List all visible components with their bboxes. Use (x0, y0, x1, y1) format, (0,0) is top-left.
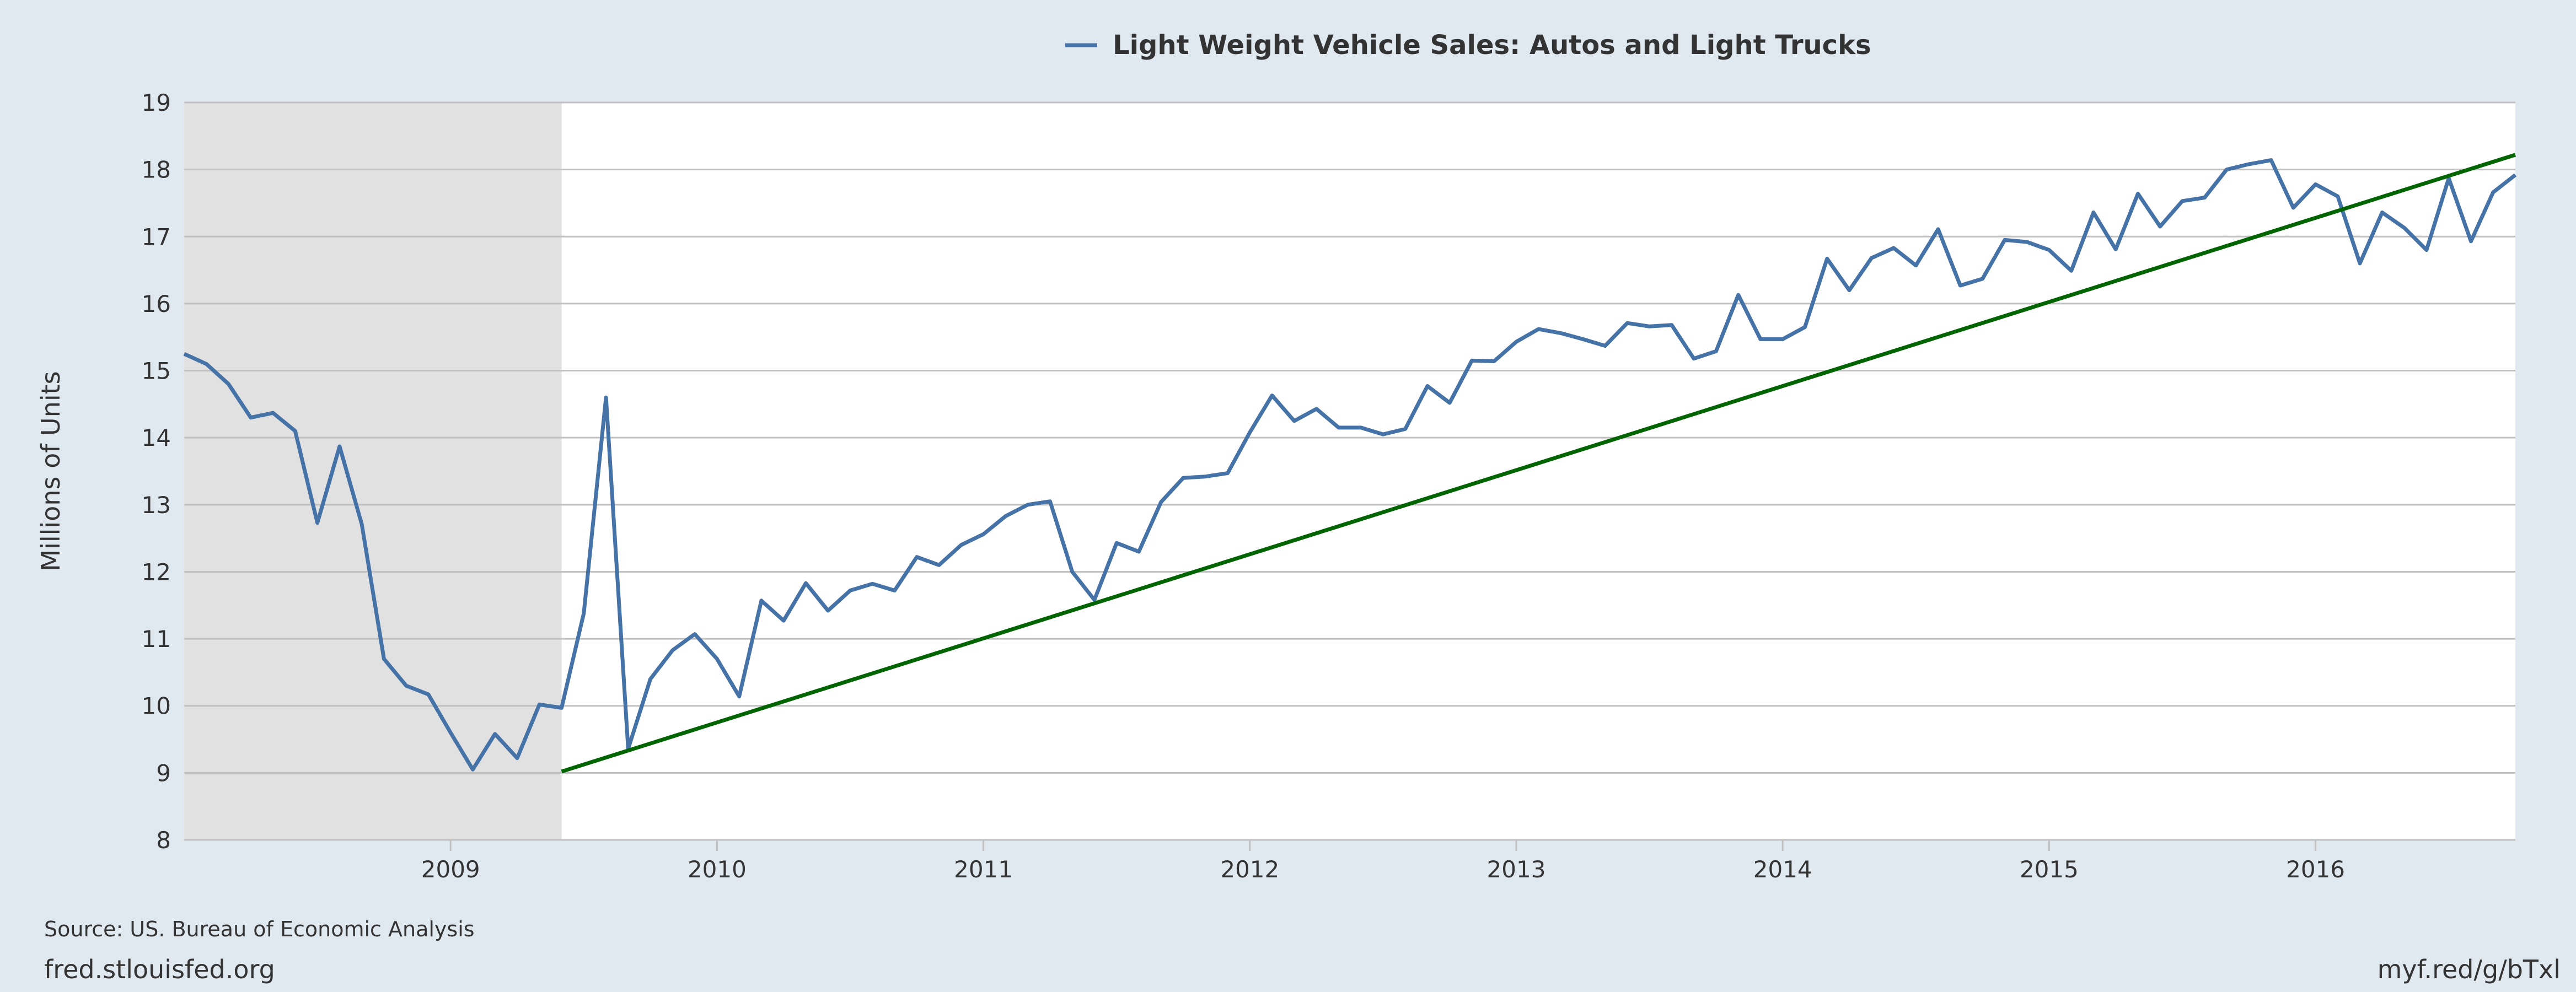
source-note: Source: US. Bureau of Economic Analysis (44, 917, 475, 941)
short-link[interactable]: myf.red/g/bTxl (2378, 955, 2561, 984)
y-tick-label: 13 (142, 492, 171, 519)
plot-area (184, 103, 2515, 840)
y-tick-label: 15 (142, 358, 171, 385)
y-axis: 8 9 10 11 12 13 14 15 16 17 18 19 (142, 89, 171, 854)
recession-shading (184, 103, 562, 840)
y-tick-label: 10 (142, 693, 171, 720)
x-tick-label: 2013 (1487, 856, 1546, 883)
x-tick-label: 2016 (2286, 856, 2345, 883)
x-axis: 2009 2010 2011 2012 2013 2014 2015 2016 (184, 840, 2515, 883)
x-tick-label: 2012 (1220, 856, 1279, 883)
y-tick-label: 11 (142, 626, 171, 653)
y-tick-label: 18 (142, 157, 171, 184)
site-link[interactable]: fred.stlouisfed.org (44, 955, 275, 984)
x-tick-label: 2014 (1753, 856, 1812, 883)
y-tick-label: 14 (142, 424, 171, 451)
legend: Light Weight Vehicle Sales: Autos and Li… (1065, 30, 1871, 61)
y-axis-label: Millions of Units (36, 371, 66, 571)
y-tick-label: 19 (142, 89, 171, 116)
legend-label: Light Weight Vehicle Sales: Autos and Li… (1113, 30, 1871, 61)
x-tick-label: 2015 (2020, 856, 2079, 883)
y-tick-label: 8 (156, 827, 171, 854)
y-tick-label: 12 (142, 558, 171, 585)
y-tick-label: 17 (142, 223, 171, 250)
y-tick-label: 9 (156, 759, 171, 786)
y-tick-label: 16 (142, 290, 171, 317)
x-tick-label: 2009 (421, 856, 480, 883)
x-tick-label: 2011 (954, 856, 1013, 883)
x-tick-label: 2010 (688, 856, 747, 883)
